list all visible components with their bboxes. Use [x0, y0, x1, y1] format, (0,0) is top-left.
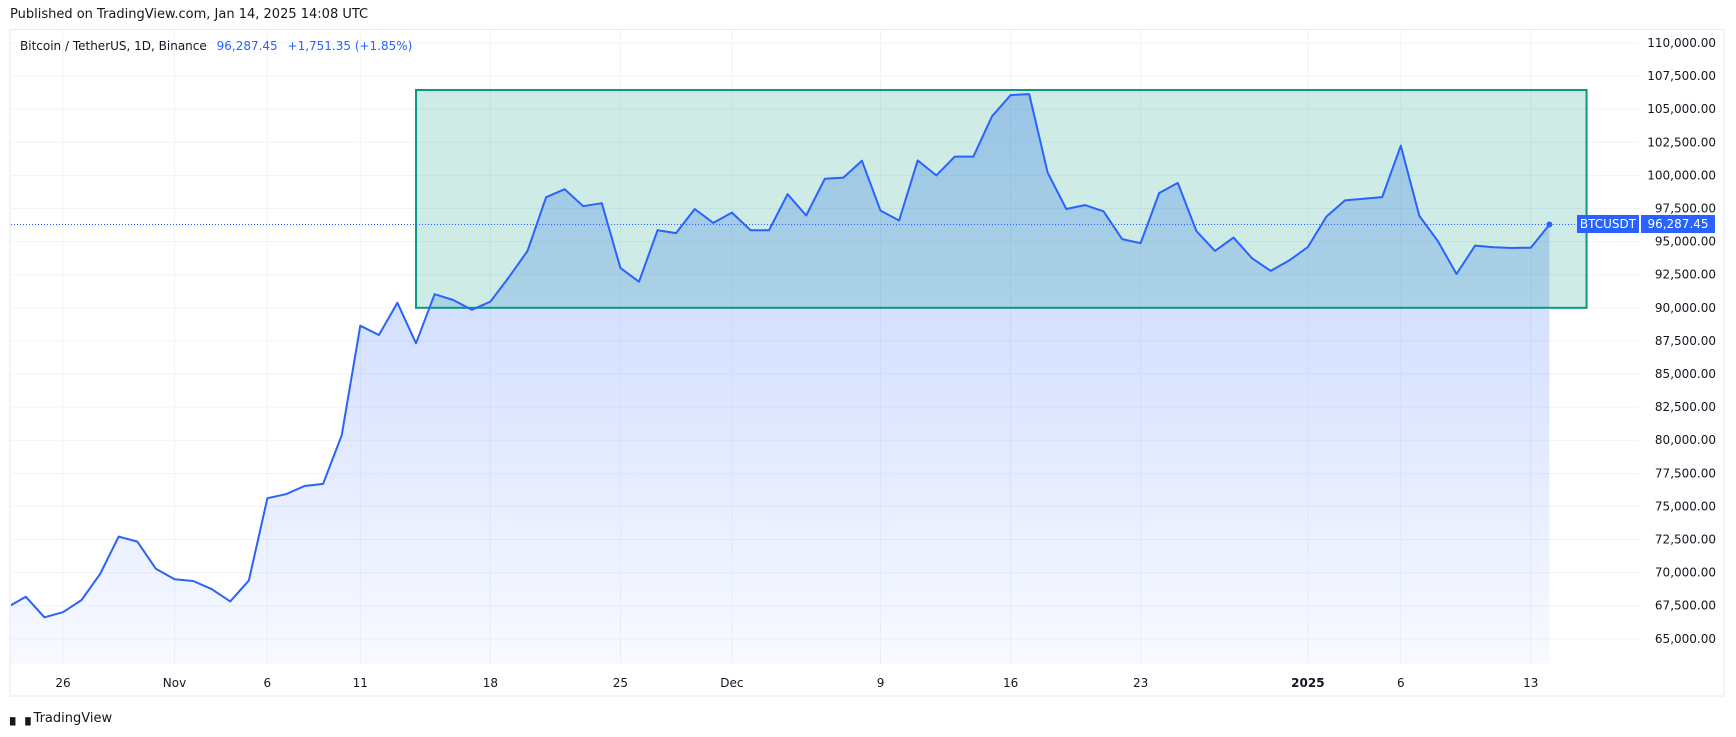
y-tick-label: 82,500.00: [1655, 400, 1716, 414]
y-tick-label: 105,000.00: [1647, 102, 1716, 116]
y-tick-label: 72,500.00: [1655, 533, 1716, 547]
plot-area: [11, 88, 1639, 664]
y-tick-label: 67,500.00: [1655, 599, 1716, 613]
ticker-label-bg: [1577, 215, 1639, 233]
y-tick-label: 107,500.00: [1647, 69, 1716, 83]
x-tick-label: 13: [1523, 676, 1538, 690]
tradingview-logo-icon[interactable]: ▖▗: [10, 710, 31, 726]
last-price-label: BTCUSDT 96,287.45: [1577, 215, 1715, 233]
x-tick-label: 16: [1003, 676, 1018, 690]
y-tick-label: 90,000.00: [1655, 301, 1716, 315]
x-tick-label: 26: [55, 676, 70, 690]
y-tick-label: 102,500.00: [1647, 135, 1716, 149]
x-tick-label: 23: [1133, 676, 1148, 690]
chart-legend: Bitcoin / TetherUS, 1D, Binance 96,287.4…: [20, 39, 412, 53]
legend-last-price: 96,287.45: [216, 39, 278, 53]
y-tick-label: 70,000.00: [1655, 566, 1716, 580]
x-tick-label: 6: [264, 676, 272, 690]
last-price-value: 96,287.45: [1647, 217, 1708, 231]
y-tick-label: 92,500.00: [1655, 268, 1716, 282]
x-tick-label: 2025: [1291, 676, 1324, 690]
y-tick-label: 95,000.00: [1655, 235, 1716, 249]
y-tick-label: 65,000.00: [1655, 632, 1716, 646]
y-tick-label: 97,500.00: [1655, 201, 1716, 215]
x-tick-label: 25: [613, 676, 628, 690]
y-tick-label: 100,000.00: [1647, 168, 1716, 182]
published-caption: Published on TradingView.com, Jan 14, 20…: [10, 7, 369, 22]
last-price-marker: [1546, 221, 1553, 228]
time-axis[interactable]: 26 Nov 6 11 18 25 Dec 9 16 23 2025 6 13: [55, 676, 1538, 690]
footer-brand[interactable]: TradingView: [33, 710, 113, 726]
legend-symbol[interactable]: Bitcoin / TetherUS, 1D, Binance: [20, 39, 207, 53]
y-tick-label: 80,000.00: [1655, 433, 1716, 447]
x-tick-label: Nov: [163, 676, 186, 690]
x-tick-label: 9: [877, 676, 885, 690]
area-fill: [11, 94, 1550, 664]
last-price-label-bg: [1641, 215, 1715, 233]
x-tick-label: 18: [483, 676, 498, 690]
x-tick-label: 11: [353, 676, 368, 690]
x-tick-label: Dec: [720, 676, 743, 690]
y-tick-label: 75,000.00: [1655, 499, 1716, 513]
price-line: [11, 93, 1551, 619]
y-tick-label: 85,000.00: [1655, 367, 1716, 381]
price-axis[interactable]: 65,000.00 67,500.00 70,000.00 72,500.00 75,0…: [1647, 36, 1716, 646]
x-tick-label: 6: [1397, 676, 1405, 690]
y-tick-label: 77,500.00: [1655, 466, 1716, 480]
y-tick-label: 110,000.00: [1647, 36, 1716, 50]
footer: ▖▗ TradingView: [10, 710, 112, 726]
range-rectangle: [415, 88, 1588, 309]
y-tick-label: 87,500.00: [1655, 334, 1716, 348]
chart-frame: [9, 29, 1725, 697]
legend-change: +1,751.35 (+1.85%): [287, 39, 413, 53]
ticker-label: BTCUSDT: [1580, 217, 1637, 231]
